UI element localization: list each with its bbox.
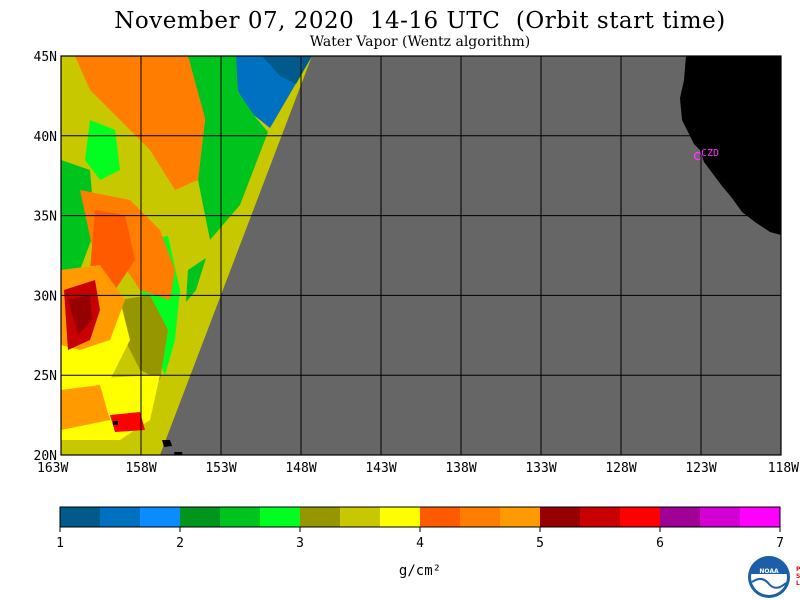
colorbar-swatch — [660, 507, 700, 527]
colorbar-tick-label: 7 — [776, 536, 784, 551]
lat-label: 45N — [34, 50, 57, 65]
colorbar-swatch — [540, 507, 580, 527]
colorbar-swatch — [460, 507, 500, 527]
swath-band-orange-bottom — [61, 385, 110, 430]
california-coast — [680, 56, 781, 235]
lon-label: 153W — [205, 461, 236, 476]
lon-label: 148W — [285, 461, 316, 476]
map-border — [60, 55, 782, 456]
lat-label: 25N — [34, 369, 57, 384]
swath-band-darkblue — [262, 56, 312, 84]
colorbar-swatch — [700, 507, 740, 527]
colorbar-swatch — [300, 507, 340, 527]
swath-band-olive — [120, 295, 168, 380]
lon-label: 123W — [685, 461, 716, 476]
lon-label: 143W — [365, 461, 396, 476]
lon-label: 138W — [445, 461, 476, 476]
water-vapor-swath — [61, 56, 312, 455]
colorbar-tick-label: 4 — [416, 536, 424, 551]
colorbar-swatch — [420, 507, 460, 527]
island-1 — [162, 440, 172, 447]
colorbar-swatch — [340, 507, 380, 527]
swath-band-green-left — [61, 160, 95, 270]
lat-label: 30N — [34, 289, 57, 304]
swath-band-green-mid2 — [186, 258, 206, 302]
colorbar-swatch — [220, 507, 260, 527]
lon-label: 158W — [125, 461, 156, 476]
lon-label: 163W — [37, 461, 68, 476]
colorbar-units: g/cm² — [398, 563, 442, 579]
page-subtitle: Water Vapor (Wentz algorithm) — [309, 34, 531, 50]
lon-label: 133W — [525, 461, 556, 476]
colorbar-swatch — [180, 507, 220, 527]
page-title: November 07, 2020 14-16 UTC (Orbit start… — [114, 8, 726, 34]
logo-text: NOAA — [759, 568, 779, 575]
colorbar-swatch — [260, 507, 300, 527]
colorbar-tick-label: 2 — [176, 536, 184, 551]
swath-band-orange-top — [75, 56, 205, 190]
land-mass — [113, 56, 781, 455]
lat-label: 40N — [34, 130, 57, 145]
colorbar-swatch — [140, 507, 180, 527]
latitude-labels: 45N 40N 35N 30N 25N 20N — [34, 50, 57, 464]
lon-label: 128W — [605, 461, 636, 476]
colorbar-tick-labels: 1 2 3 4 5 6 7 — [56, 527, 784, 551]
colorbar-swatch — [620, 507, 660, 527]
swath-band-red-bottom — [110, 412, 145, 432]
swath-band-darkred — [68, 295, 92, 335]
lat-label: 20N — [34, 449, 57, 464]
colorbar-swatch — [60, 507, 100, 527]
station-label: CZD — [701, 148, 719, 159]
longitude-labels: 163W 158W 153W 148W 143W 138W 133W 128W 123W 118W — [37, 461, 799, 476]
colorbar-tick-label: 6 — [656, 536, 664, 551]
colorbar-swatch — [740, 507, 780, 527]
colorbar-tick-label: 5 — [536, 536, 544, 551]
colorbar-swatch — [580, 507, 620, 527]
colorbar-swatch — [100, 507, 140, 527]
swath-band-lightgreen — [85, 120, 120, 180]
colorbar-tick-label: 1 — [56, 536, 64, 551]
island-2 — [174, 452, 183, 455]
colorbar — [59, 506, 781, 528]
island-3 — [113, 421, 118, 425]
lat-label: 35N — [34, 210, 57, 225]
swath-band-green — [188, 56, 268, 240]
colorbar-swatch — [500, 507, 540, 527]
lon-label: 118W — [768, 461, 799, 476]
colorbar-swatch — [380, 507, 420, 527]
colorbar-tick-label: 3 — [296, 536, 304, 551]
